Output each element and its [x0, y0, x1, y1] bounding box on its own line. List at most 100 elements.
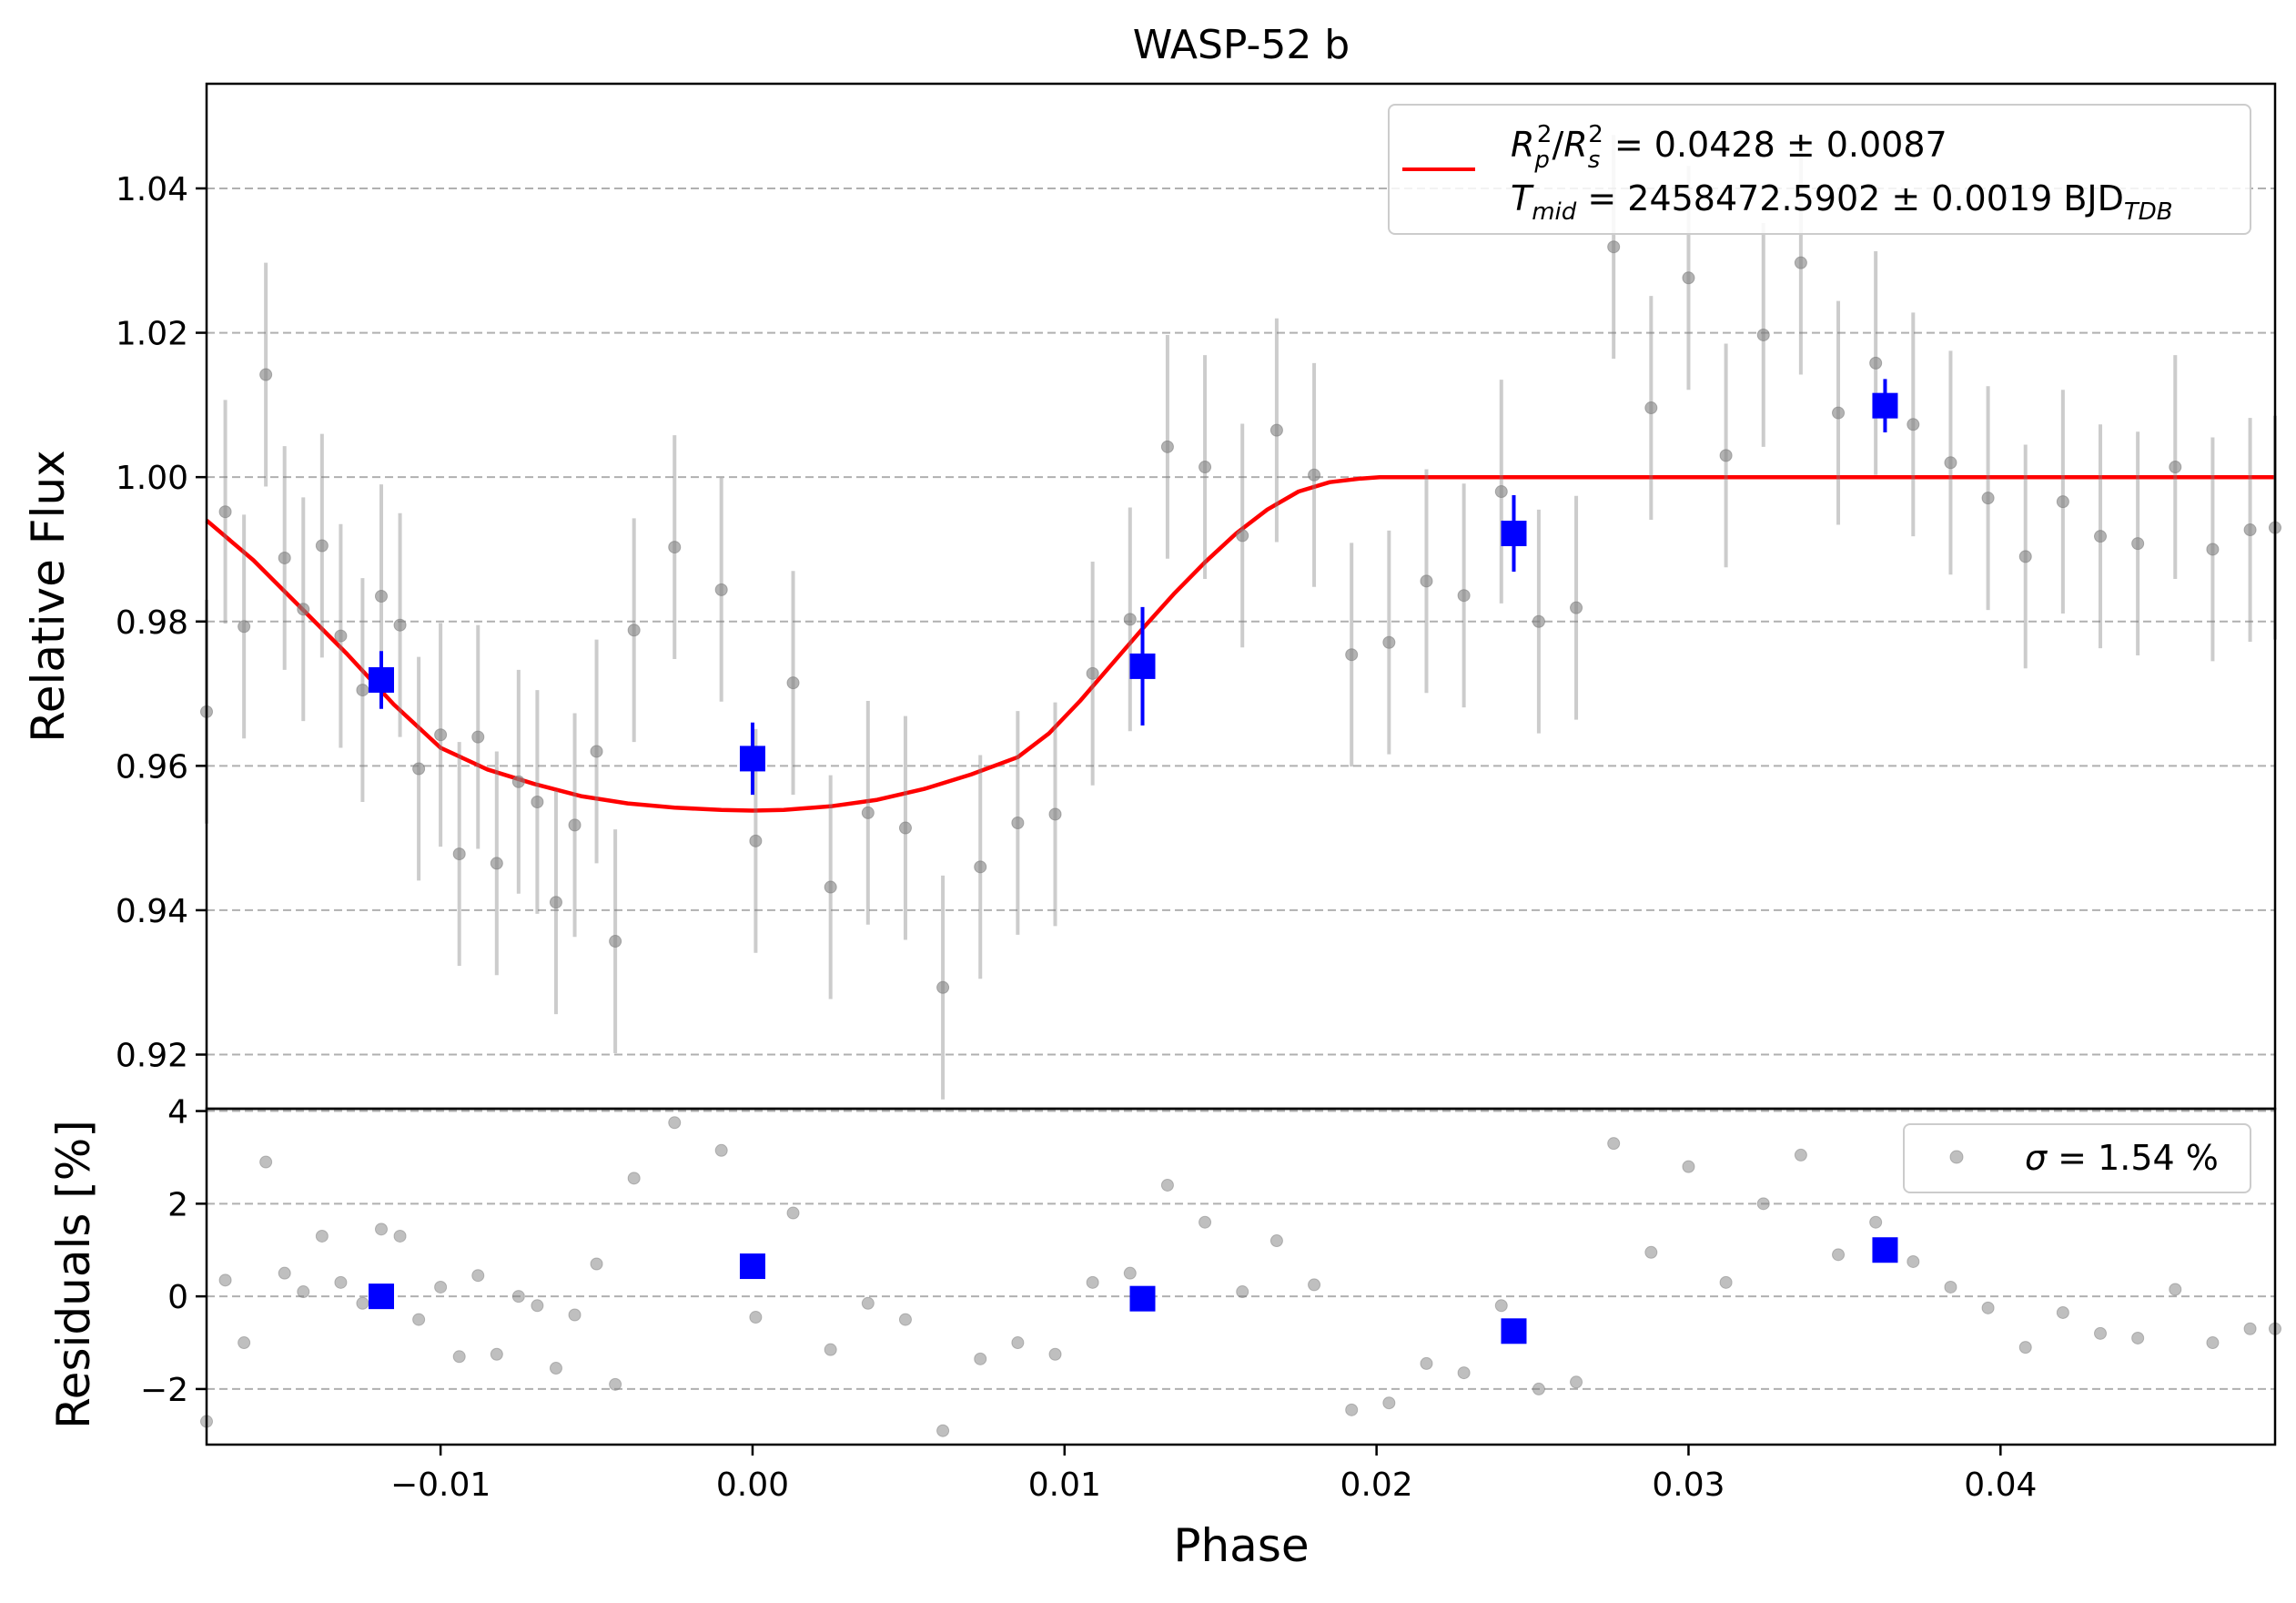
data-point — [356, 684, 369, 697]
data-point — [1869, 356, 1883, 370]
binned-residual-point — [1501, 1318, 1527, 1344]
data-point — [278, 551, 291, 564]
bottom-legend: σ = 1.54 % — [1903, 1123, 2251, 1193]
data-point — [898, 821, 912, 835]
residual-point — [1570, 1375, 1583, 1389]
data-point — [1308, 468, 1321, 482]
x-tick-label: −0.01 — [390, 1466, 491, 1504]
top-y-tick-label: 0.92 — [116, 1038, 188, 1075]
residual-point — [609, 1377, 622, 1391]
data-point — [452, 847, 466, 861]
top-y-tick-label: 0.96 — [116, 748, 188, 786]
binned-residual-point — [368, 1283, 394, 1310]
data-point — [861, 806, 875, 819]
x-tick-label: 0.04 — [1964, 1466, 2037, 1504]
data-point — [1832, 406, 1846, 420]
residual-point — [590, 1257, 603, 1271]
data-point — [1420, 574, 1433, 588]
data-point — [2206, 543, 2220, 556]
residual-point — [1756, 1197, 1770, 1211]
data-point — [334, 629, 348, 643]
data-point — [511, 775, 525, 788]
bottom-y-tick-label: 0 — [167, 1279, 188, 1316]
residual-point — [2131, 1331, 2145, 1344]
data-point — [1607, 240, 1621, 254]
data-point — [1382, 635, 1396, 649]
data-point — [434, 728, 448, 742]
top-legend: Rp2/Rs2 = 0.0428 ± 0.0087 Tmid = 2458472… — [1388, 104, 2251, 235]
data-point — [315, 539, 329, 553]
residual-point — [356, 1296, 369, 1310]
data-point — [2169, 461, 2182, 474]
data-point — [1944, 456, 1957, 470]
residual-point — [824, 1343, 837, 1356]
data-point — [1981, 492, 1995, 505]
residual-point — [412, 1313, 426, 1326]
residual-point — [1907, 1254, 1920, 1268]
data-point — [1794, 256, 1807, 269]
residual-point — [452, 1350, 466, 1364]
binned-point — [368, 666, 394, 693]
residual-point — [531, 1299, 544, 1313]
data-point — [568, 818, 582, 832]
top-binned-layer — [368, 379, 1898, 796]
data-point — [2056, 495, 2069, 509]
data-point — [1199, 461, 1212, 474]
residual-point — [1345, 1403, 1359, 1416]
top-gridlines — [207, 187, 2275, 1056]
bottom-y-axis: −2 0 2 4 — [140, 1094, 207, 1409]
data-point — [238, 620, 251, 634]
residual-point — [1382, 1396, 1396, 1410]
binned-point — [1501, 521, 1527, 547]
data-point — [714, 583, 728, 596]
residual-point — [1457, 1366, 1471, 1380]
data-point — [1756, 328, 1770, 341]
x-tick-label: 0.01 — [1028, 1466, 1101, 1504]
residual-point — [2056, 1305, 2069, 1319]
data-point — [374, 590, 388, 603]
residual-point — [1269, 1234, 1283, 1248]
top-data-layer — [200, 135, 2281, 1100]
residual-point — [1532, 1382, 1545, 1395]
residual-point — [1420, 1356, 1433, 1370]
residual-point — [297, 1285, 310, 1299]
data-point — [1907, 418, 1920, 431]
residual-point — [549, 1362, 562, 1375]
data-point — [590, 745, 603, 758]
data-point — [1236, 529, 1249, 543]
bottom-legend-marker — [1949, 1150, 1964, 1164]
data-point — [2243, 523, 2257, 537]
residual-point — [334, 1275, 348, 1289]
data-point — [974, 860, 987, 874]
bottom-y-axis-label: Residuals [%] — [47, 1120, 100, 1429]
residual-point — [490, 1347, 503, 1361]
residual-point — [374, 1223, 388, 1236]
data-point — [786, 676, 800, 690]
top-y-tick-label: 0.94 — [116, 893, 188, 930]
residual-point — [1048, 1347, 1062, 1361]
residual-point — [974, 1352, 987, 1365]
residual-point — [1199, 1215, 1212, 1229]
binned-point — [739, 746, 765, 772]
x-tick-label: 0.02 — [1340, 1466, 1413, 1504]
top-legend-line2: Tmid = 2458472.5902 ± 0.0019 BJDTDB — [1511, 178, 2173, 226]
binned-point — [1872, 392, 1898, 419]
data-point — [1570, 601, 1583, 614]
residual-point — [936, 1424, 950, 1437]
top-y-tick-label: 0.98 — [116, 604, 188, 642]
top-y-tick-label: 1.04 — [116, 171, 188, 208]
data-point — [609, 935, 622, 949]
residual-point — [1011, 1336, 1025, 1350]
data-point — [824, 880, 837, 894]
binned-residual-point — [739, 1253, 765, 1280]
bottom-binned-layer — [368, 1237, 1898, 1344]
chart-title: WASP-52 b — [1133, 22, 1350, 68]
residual-point — [511, 1290, 525, 1304]
data-point — [1532, 614, 1545, 628]
residual-point — [1794, 1148, 1807, 1162]
top-y-axis: 0.92 0.94 0.96 0.98 1.00 1.02 1.04 — [116, 171, 207, 1075]
residual-point — [218, 1273, 232, 1287]
top-legend-line1: Rp2/Rs2 = 0.0428 ± 0.0087 — [1511, 121, 1947, 174]
